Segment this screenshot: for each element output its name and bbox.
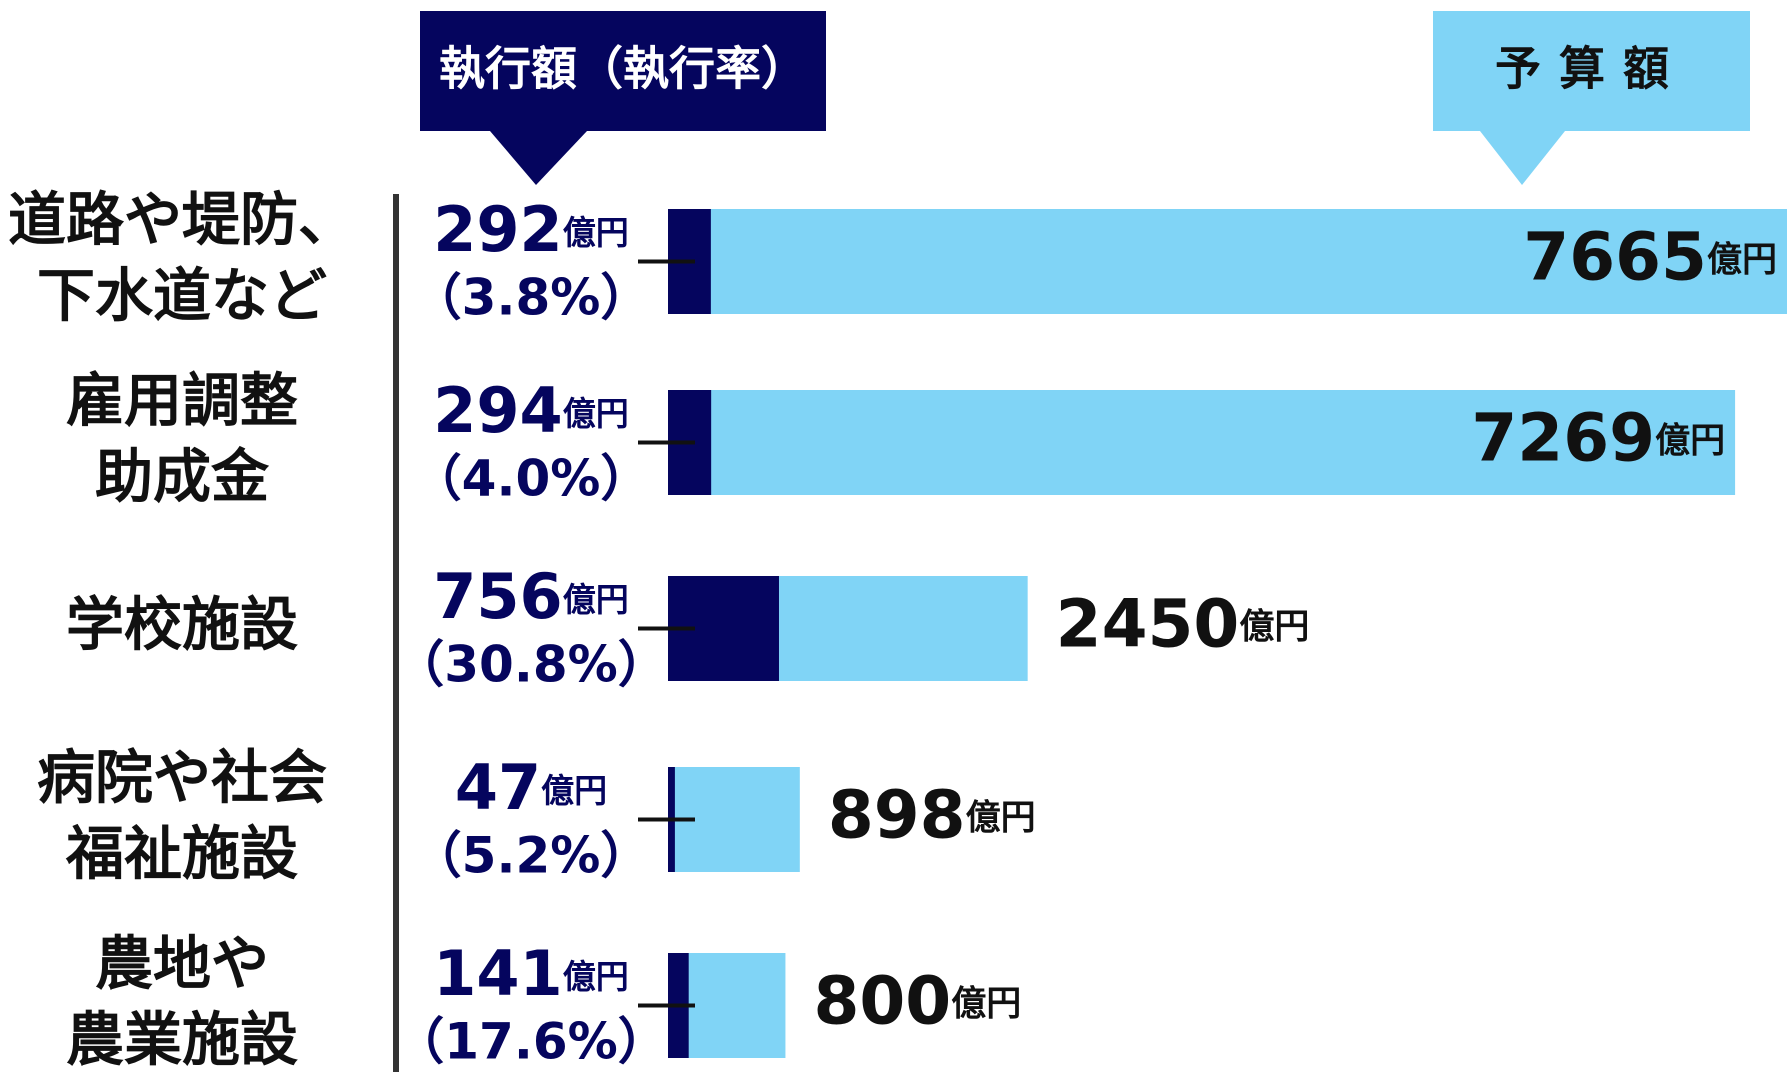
value: 47	[455, 751, 541, 824]
legend-label: 執行額（執行率）	[439, 42, 807, 96]
value: 294	[433, 374, 562, 447]
category-label: 道路や堤防、	[8, 186, 356, 254]
value: 898	[828, 777, 966, 854]
legend-pointer	[1480, 131, 1565, 185]
budget-bar	[668, 209, 1787, 314]
executed-label: 756億円	[433, 560, 628, 633]
budget-label: 898億円	[828, 777, 1036, 854]
executed-label: 141億円	[433, 937, 628, 1010]
legend-label: 予算額	[1495, 42, 1687, 96]
value: 800	[813, 963, 951, 1040]
category-label: 農業施設	[66, 1006, 298, 1074]
category-label: 福祉施設	[65, 820, 298, 888]
value: 292	[433, 193, 562, 266]
value: 141	[433, 937, 562, 1010]
executed-label: 47億円	[455, 751, 607, 824]
unit: 億円	[563, 580, 629, 619]
unit: 億円	[563, 957, 629, 996]
rate-label: （30.8%）	[394, 636, 667, 694]
unit: 億円	[951, 985, 1021, 1025]
rate-label: （4.0%）	[412, 450, 651, 508]
budget-label: 7665億円	[1523, 219, 1777, 296]
executed-label: 292億円	[433, 193, 628, 266]
legend-box-budget	[1433, 11, 1750, 131]
rate-label: （17.6%）	[394, 1013, 667, 1071]
budget-label: 800億円	[813, 963, 1021, 1040]
value: 756	[433, 560, 562, 633]
legend-pointer	[490, 131, 587, 185]
value: 2450	[1056, 586, 1240, 663]
rate-label: （3.8%）	[412, 269, 651, 327]
unit: 億円	[966, 799, 1036, 839]
category-label: 助成金	[95, 443, 270, 511]
budget-bar	[668, 390, 1736, 495]
category-label: 下水道など	[37, 262, 327, 330]
category-label: 学校施設	[66, 591, 298, 659]
unit: 億円	[1707, 241, 1777, 281]
budget-label: 2450億円	[1056, 586, 1310, 663]
category-label: 病院や社会	[37, 744, 327, 812]
unit: 億円	[1239, 608, 1309, 648]
category-label: 雇用調整	[66, 367, 298, 435]
budget-label: 7269億円	[1471, 400, 1725, 477]
rate-label: （5.2%）	[412, 827, 651, 885]
unit: 億円	[563, 394, 629, 433]
category-label: 農地や	[95, 930, 269, 998]
executed-label: 294億円	[433, 374, 628, 447]
unit: 億円	[541, 771, 607, 810]
value: 7665	[1523, 219, 1707, 296]
value: 7269	[1471, 400, 1655, 477]
unit: 億円	[1655, 422, 1725, 462]
legend-box-executed	[420, 11, 826, 131]
unit: 億円	[563, 213, 629, 252]
